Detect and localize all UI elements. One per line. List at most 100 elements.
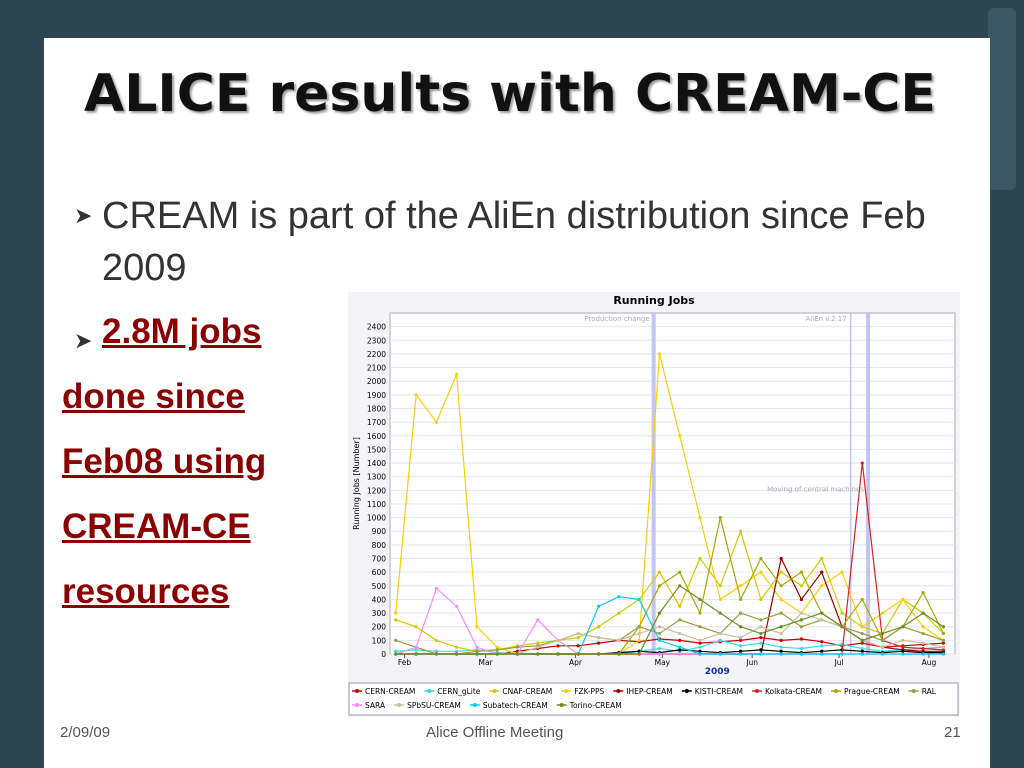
point: [880, 638, 885, 642]
point: [779, 649, 783, 653]
point: [779, 652, 783, 656]
point: [860, 461, 864, 465]
y-tick-label: 500: [372, 582, 387, 591]
y-tick-label: 400: [372, 595, 387, 604]
annotation: AliEn v.2.17: [806, 315, 847, 323]
point: [860, 646, 864, 651]
point: [860, 641, 864, 645]
point: [475, 645, 479, 649]
y-tick-label: 2300: [367, 336, 386, 345]
point: [434, 638, 438, 642]
point: [779, 584, 783, 588]
point: [880, 631, 885, 636]
point: [941, 645, 946, 649]
point: [779, 570, 783, 574]
point: [738, 611, 743, 615]
highlight-line: resources: [62, 572, 230, 611]
annotation: Production change: [584, 315, 649, 323]
point: [738, 644, 743, 648]
point: [860, 631, 864, 636]
point: [455, 649, 459, 653]
point: [820, 652, 824, 656]
legend-label: Torino-CREAM: [569, 701, 622, 710]
point: [840, 570, 844, 574]
point: [698, 641, 702, 645]
footer-date: 2/09/09: [60, 724, 111, 741]
legend-dot: [427, 689, 432, 693]
legend-dot: [559, 703, 564, 707]
legend-dot: [834, 689, 839, 693]
legend-dot: [754, 689, 759, 693]
legend-label: CNAF-CREAM: [502, 687, 552, 696]
point: [576, 644, 580, 648]
point: [718, 652, 722, 656]
legend-dot: [397, 703, 402, 707]
point: [799, 584, 804, 588]
point: [738, 649, 743, 653]
point: [901, 597, 905, 602]
footer-title: Alice Offline Meeting: [426, 724, 564, 741]
point: [657, 611, 662, 615]
y-tick-label: 2100: [367, 364, 386, 373]
point: [536, 652, 540, 656]
point: [414, 625, 418, 629]
legend-label: Prague-CREAM: [844, 687, 900, 696]
x-tick-label: Mar: [479, 658, 494, 667]
y-tick-label: 600: [372, 568, 387, 577]
point: [698, 611, 702, 615]
point: [738, 636, 743, 640]
point: [657, 584, 662, 588]
point: [657, 570, 662, 574]
point: [759, 556, 763, 561]
legend-label: CERN-CREAM: [365, 687, 415, 696]
point: [759, 641, 763, 645]
point: [921, 591, 925, 595]
point: [698, 652, 702, 656]
point: [799, 652, 804, 656]
point: [637, 638, 641, 642]
point: [434, 420, 438, 424]
series-line: [395, 639, 944, 655]
y-tick-label: 1600: [367, 432, 386, 441]
point: [617, 652, 621, 656]
y-tick-label: 700: [372, 555, 387, 564]
point: [718, 631, 722, 636]
point: [779, 625, 783, 629]
point: [617, 611, 621, 615]
x-tick-label: Aug: [922, 658, 937, 667]
point: [820, 556, 824, 561]
x-tick-label: Feb: [398, 658, 412, 667]
point: [738, 597, 743, 602]
point: [698, 516, 702, 520]
point: [394, 618, 398, 622]
point: [759, 570, 763, 574]
point: [678, 652, 682, 656]
point: [759, 625, 763, 629]
point: [515, 645, 520, 649]
point: [718, 611, 722, 615]
point: [820, 570, 824, 574]
point: [820, 584, 824, 588]
point: [718, 584, 722, 588]
point: [799, 646, 804, 651]
decor-tab: [988, 8, 1016, 190]
point: [576, 631, 580, 636]
point: [941, 631, 946, 636]
legend-dot: [911, 689, 916, 693]
point: [597, 641, 601, 645]
point: [921, 641, 925, 645]
point: [820, 611, 824, 615]
point: [394, 611, 398, 615]
point: [617, 638, 621, 642]
point: [759, 652, 763, 656]
legend-label: KISTI-CREAM: [695, 687, 743, 696]
point: [394, 652, 398, 656]
point: [678, 604, 682, 608]
point: [941, 638, 946, 642]
point: [759, 631, 763, 636]
x-tick-label: Jul: [834, 658, 844, 667]
point: [556, 638, 560, 642]
y-tick-label: 1200: [367, 486, 386, 495]
y-tick-label: 1300: [367, 473, 386, 482]
point: [678, 584, 682, 588]
